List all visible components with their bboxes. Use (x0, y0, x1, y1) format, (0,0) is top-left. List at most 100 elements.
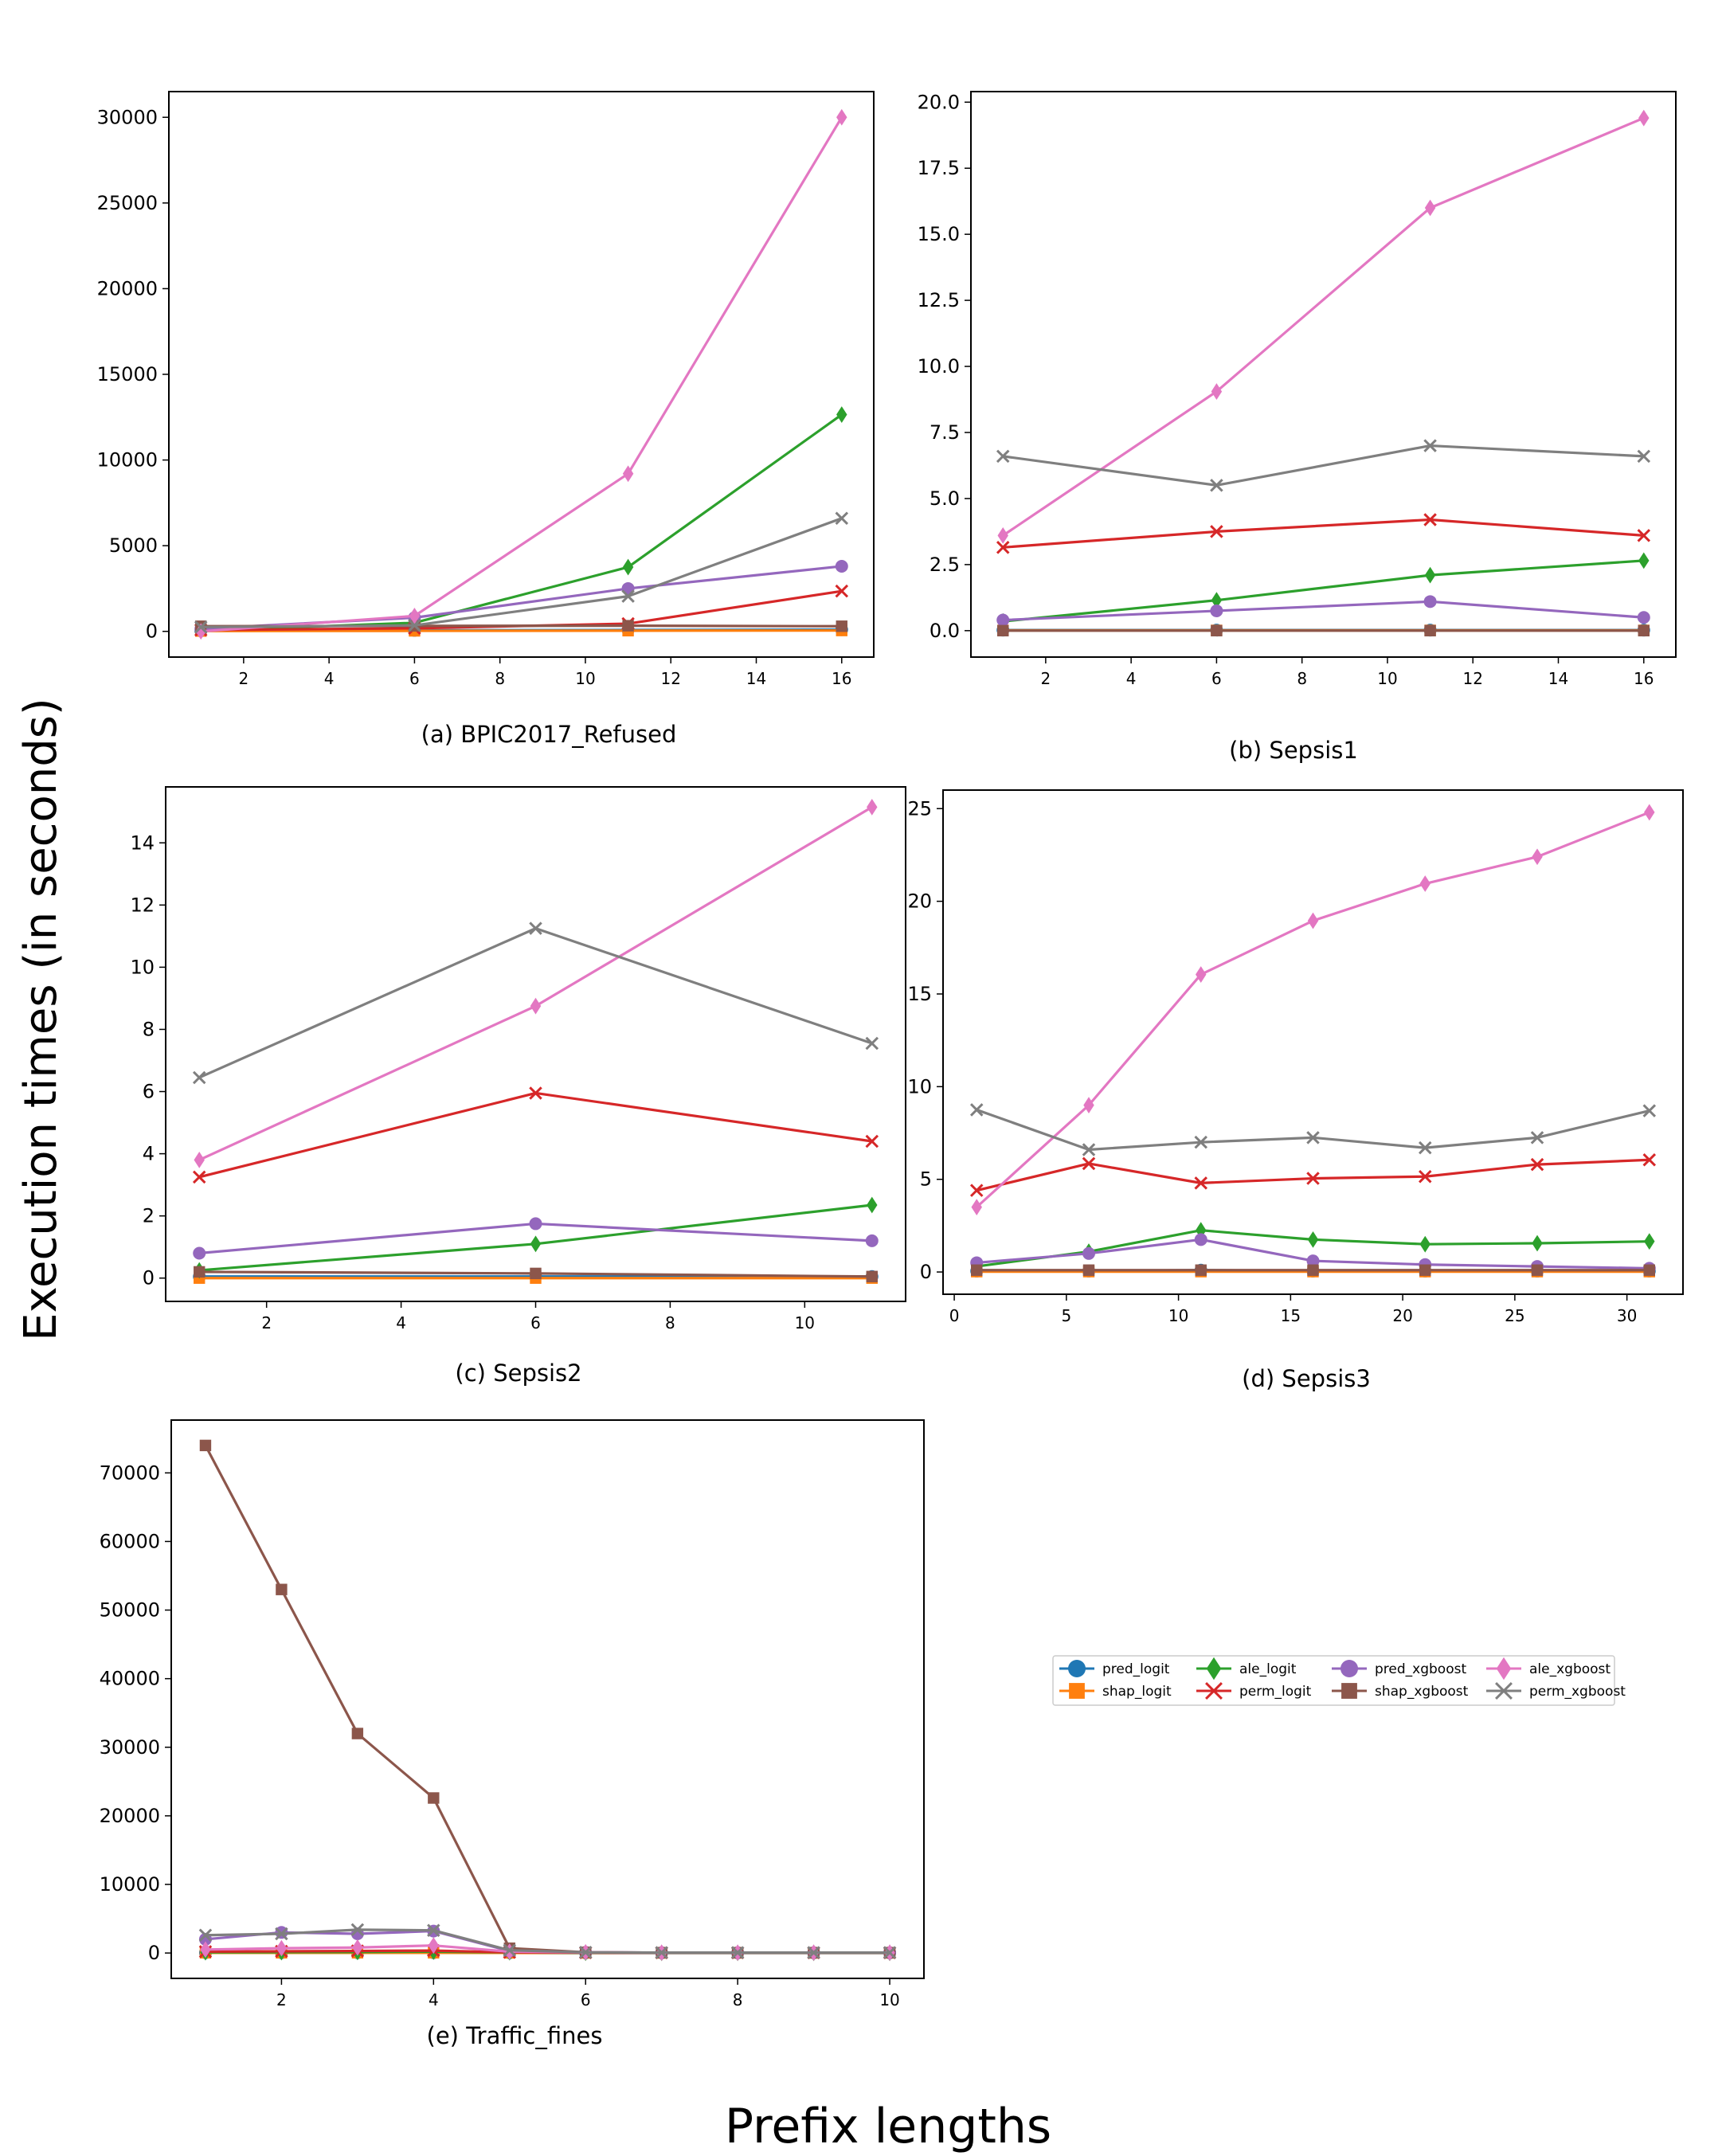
data-point-pred_xgboost (1210, 604, 1223, 617)
y-tick-label: 15000 (97, 363, 158, 385)
y-tick-label: 15 (907, 983, 932, 1005)
series-line-perm_xgboost (201, 517, 843, 628)
data-point-ale_xgboost (352, 1939, 363, 1956)
data-point-shap_xgboost (428, 1792, 440, 1804)
data-point-perm_xgboost (996, 449, 1010, 464)
x-tick-label: 2 (261, 1313, 272, 1332)
y-tick-label: 25 (907, 797, 932, 820)
data-point-perm_xgboost (807, 1946, 820, 1959)
y-tick-label: 10 (130, 956, 155, 978)
data-point-perm_xgboost (1418, 1141, 1432, 1155)
x-tick-label: 6 (409, 669, 420, 688)
data-point-shap_xgboost (1638, 624, 1650, 637)
data-point-ale_xgboost (1307, 912, 1319, 929)
data-point-perm_logit (1423, 513, 1437, 526)
data-point-perm_logit (996, 541, 1010, 554)
subplot-d: 0 5 10 15 20 25 30 0 5 10 15 20 25 (d) Sepsis3 (907, 789, 1684, 1392)
data-point-shap_xgboost (1211, 624, 1223, 637)
data-point-ale_xgboost (409, 607, 421, 624)
data-point-perm_logit (969, 1184, 984, 1197)
legend-label: pred_xgboost (1375, 1661, 1466, 1677)
legend-label: pred_logit (1102, 1661, 1170, 1677)
x-tick-label: 10 (575, 669, 595, 688)
data-point-perm_logit (1210, 525, 1223, 538)
series-line-shap_logit (201, 629, 842, 632)
series-line-perm_logit (1003, 518, 1644, 549)
x-tick-label: 2 (276, 1990, 287, 2009)
y-tick-label: 4 (143, 1143, 155, 1165)
subplot-c-caption: (c) Sepsis2 (455, 1360, 581, 1387)
data-point-perm_logit (1530, 1157, 1544, 1172)
data-point-pred_xgboost (996, 613, 1010, 627)
legend-entry-shap_xgboost: shap_xgboost (1332, 1683, 1469, 1700)
data-point-perm_xgboost (192, 1070, 206, 1085)
data-point-perm_xgboost (1423, 439, 1437, 452)
series-perm_xgboost (192, 921, 879, 1085)
data-point-shap_xgboost (351, 1728, 364, 1739)
data-point-shap_xgboost (866, 1270, 878, 1282)
series-line-ale_xgboost (1002, 116, 1645, 537)
x-tick-label: 10 (1168, 1306, 1188, 1325)
data-point-pred_xgboost (193, 1246, 206, 1260)
legend-marker-shap_xgboost (1341, 1683, 1357, 1699)
series-ale_xgboost (194, 798, 878, 1168)
data-point-pred_xgboost (1637, 611, 1650, 624)
series-line-pred_xgboost (1003, 600, 1644, 622)
x-tick-label: 10 (795, 1313, 815, 1332)
y-tick-label: 25000 (97, 192, 158, 214)
data-point-perm_xgboost (194, 620, 208, 634)
legend-label: perm_xgboost (1529, 1684, 1626, 1700)
subplot-a: 2 4 6 8 10 12 14 16 0 5000 10000 15000 20000 25000 300… (97, 91, 875, 748)
data-point-shap_xgboost (1082, 1264, 1095, 1276)
data-point-ale_xgboost (1196, 966, 1207, 983)
axes-frame-b (970, 91, 1677, 658)
data-point-ale_xgboost (997, 526, 1008, 544)
x-tick-label: 4 (1126, 669, 1137, 688)
y-tick-label: 14 (130, 831, 155, 854)
data-point-ale_xgboost (1644, 804, 1655, 821)
legend-entry-ale_xgboost: ale_xgboost (1486, 1657, 1611, 1681)
data-point-perm_logit (865, 1134, 879, 1148)
y-tick-label: 6 (143, 1081, 155, 1103)
data-point-pred_xgboost (835, 559, 848, 573)
x-tick-label: 2 (238, 669, 249, 688)
data-point-perm_logit (192, 1170, 206, 1184)
data-point-ale_xgboost (836, 108, 847, 126)
series-perm_xgboost (194, 511, 849, 634)
data-point-perm_xgboost (655, 1946, 668, 1959)
figure-xlabel: Prefix lengths (725, 2099, 1051, 2154)
subplot-c: 2 4 6 8 10 0 2 4 6 8 10 12 14 (c) Sepsis2 (130, 786, 906, 1387)
series-perm_xgboost (996, 439, 1651, 492)
x-tick-label: 16 (832, 669, 851, 688)
data-point-perm_logit (1082, 1156, 1096, 1171)
y-tick-label: 17.5 (918, 157, 960, 179)
series-line-perm_xgboost (205, 1928, 890, 1954)
data-point-perm_logit (1194, 1176, 1208, 1190)
x-tick-label: 8 (665, 1313, 675, 1332)
data-point-ale_logit (530, 1235, 542, 1253)
y-tick-label: 10 (907, 1075, 932, 1098)
y-tick-label: 10000 (97, 449, 158, 472)
data-point-ale_logit (1532, 1235, 1543, 1252)
series-perm_xgboost (969, 1103, 1657, 1156)
y-tick-label: 5000 (109, 534, 158, 557)
data-point-perm_xgboost (883, 1946, 897, 1959)
axes-frame-e (170, 1419, 925, 1979)
data-point-pred_xgboost (529, 1217, 542, 1231)
data-point-shap_xgboost (997, 624, 1009, 637)
data-point-perm_xgboost (1194, 1135, 1208, 1149)
legend-label: ale_logit (1239, 1661, 1297, 1677)
subplot-b: 2 4 6 8 10 12 14 16 0.0 2.5 5.0 7.5 10.0 12.5 15.0 17.5… (918, 91, 1677, 764)
data-point-ale_logit (1638, 552, 1650, 569)
data-point-ale_xgboost (1211, 383, 1223, 400)
legend-label: ale_xgboost (1529, 1661, 1611, 1677)
data-point-ale_logit (1424, 566, 1436, 584)
data-point-perm_logit (1306, 1172, 1320, 1185)
subplot-e-caption: (e) Traffic_fines (427, 2022, 603, 2049)
series-perm_logit (996, 513, 1651, 554)
y-tick-label: 12.5 (918, 289, 960, 311)
y-tick-label: 50000 (100, 1599, 160, 1622)
data-point-ale_logit (1644, 1233, 1655, 1250)
x-tick-label: 5 (1061, 1306, 1071, 1325)
y-tick-label: 10000 (100, 1873, 160, 1896)
